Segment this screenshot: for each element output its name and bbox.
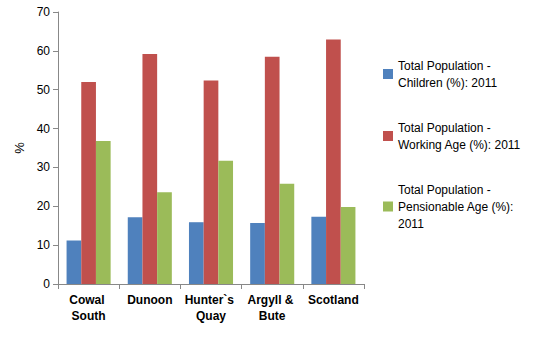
svg-text:2011: 2011	[398, 217, 424, 231]
svg-text:70: 70	[37, 5, 51, 19]
svg-text:40: 40	[37, 122, 51, 136]
svg-text:20: 20	[37, 199, 51, 213]
svg-text:Cowal: Cowal	[69, 293, 108, 307]
svg-text:60: 60	[37, 44, 51, 58]
svg-text:Hunter`s: Hunter`s	[185, 293, 238, 307]
svg-text:50: 50	[37, 83, 51, 97]
svg-text:Quay: Quay	[196, 309, 226, 323]
svg-text:Total Population -: Total Population -	[398, 121, 494, 135]
svg-text:Children (%): 2011: Children (%): 2011	[398, 76, 497, 90]
svg-text:Argyll &: Argyll &	[248, 293, 297, 307]
svg-text:Scotland: Scotland	[308, 293, 359, 307]
svg-text:10: 10	[37, 238, 51, 252]
svg-text:30: 30	[37, 160, 51, 174]
svg-text:Dunoon: Dunoon	[127, 293, 172, 307]
svg-text:0: 0	[43, 277, 50, 291]
svg-text:Pensionable Age (%):: Pensionable Age (%):	[398, 200, 517, 214]
svg-text:Total Population -: Total Population -	[398, 183, 494, 197]
svg-text:Total Population -: Total Population -	[398, 59, 494, 73]
svg-text:%: %	[12, 142, 27, 154]
svg-text:South: South	[72, 309, 106, 323]
svg-text:Working Age (%): 2011: Working Age (%): 2011	[398, 138, 521, 152]
svg-text:Bute: Bute	[259, 309, 286, 323]
